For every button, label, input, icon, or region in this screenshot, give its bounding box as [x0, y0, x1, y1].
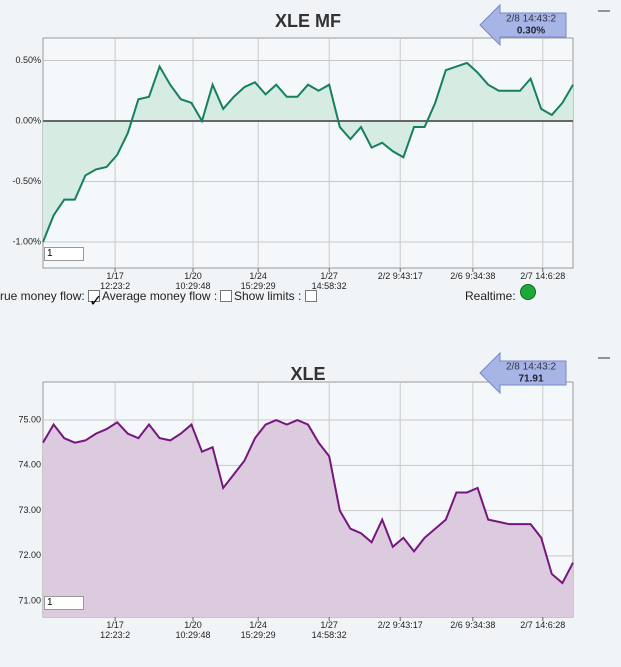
x-tick-label: 1/24 15:29:29 — [240, 620, 276, 640]
zoom-input: 1 — [44, 247, 84, 261]
x-tick-label: 1/24 15:29:29 — [240, 271, 276, 291]
y-tick-label: 71.00 — [18, 596, 41, 606]
y-tick-label: -0.50% — [12, 176, 41, 186]
x-tick-label: 1/17 12:23:2 — [100, 271, 131, 291]
y-tick-label: 74.00 — [18, 460, 41, 470]
callout-value: 0.30% — [517, 26, 545, 37]
y-tick-label: -1.00% — [12, 236, 41, 246]
label: Show limits : — [234, 289, 302, 303]
label: rue money flow: — [0, 289, 85, 303]
label: Realtime: — [465, 289, 516, 303]
chart-title: XLE — [290, 364, 325, 384]
plot-area — [42, 37, 574, 269]
callout-time: 2/8 14:43:2 — [506, 14, 556, 25]
x-tick-label: 1/27 14:58:32 — [311, 271, 347, 291]
y-tick-label: 75.00 — [18, 414, 41, 424]
y-tick-label: 72.00 — [18, 550, 41, 560]
x-tick-label: 2/6 9:34:38 — [450, 620, 496, 630]
callout-time: 2/8 14:43:2 — [506, 362, 556, 373]
x-tick-label: 1/27 14:58:32 — [311, 620, 347, 640]
callout-value: 71.91 — [518, 374, 543, 385]
zoom-input: 1 — [44, 596, 84, 610]
chart-title: XLE MF — [275, 11, 341, 31]
x-tick-label: 1/17 12:23:2 — [100, 620, 131, 640]
callout-arrow — [479, 3, 567, 47]
x-tick-label: 2/7 14:6:28 — [520, 620, 566, 630]
checkbox[interactable] — [305, 290, 317, 302]
x-tick-label: 2/6 9:34:38 — [450, 271, 496, 281]
x-tick-label: 2/2 9:43:17 — [377, 271, 423, 281]
x-tick-label: 1/20 10:29:48 — [175, 620, 211, 640]
area-fill — [43, 62, 573, 242]
y-tick-label: 0.00% — [15, 115, 41, 125]
checkbox[interactable]: ✓ — [88, 290, 102, 310]
line — [42, 61, 574, 243]
callout-arrow — [479, 351, 567, 395]
x-tick-label: 2/2 9:43:17 — [377, 620, 423, 630]
y-tick-label: 0.50% — [15, 55, 41, 65]
realtime-indicator[interactable] — [520, 284, 536, 300]
area-fill — [43, 420, 573, 617]
x-tick-label: 2/7 14:6:28 — [520, 271, 566, 281]
line — [42, 418, 574, 585]
checkbox[interactable] — [220, 290, 232, 302]
label: Average money flow : — [102, 289, 218, 303]
x-tick-label: 1/20 10:29:48 — [175, 271, 211, 291]
y-tick-label: 73.00 — [18, 505, 41, 515]
